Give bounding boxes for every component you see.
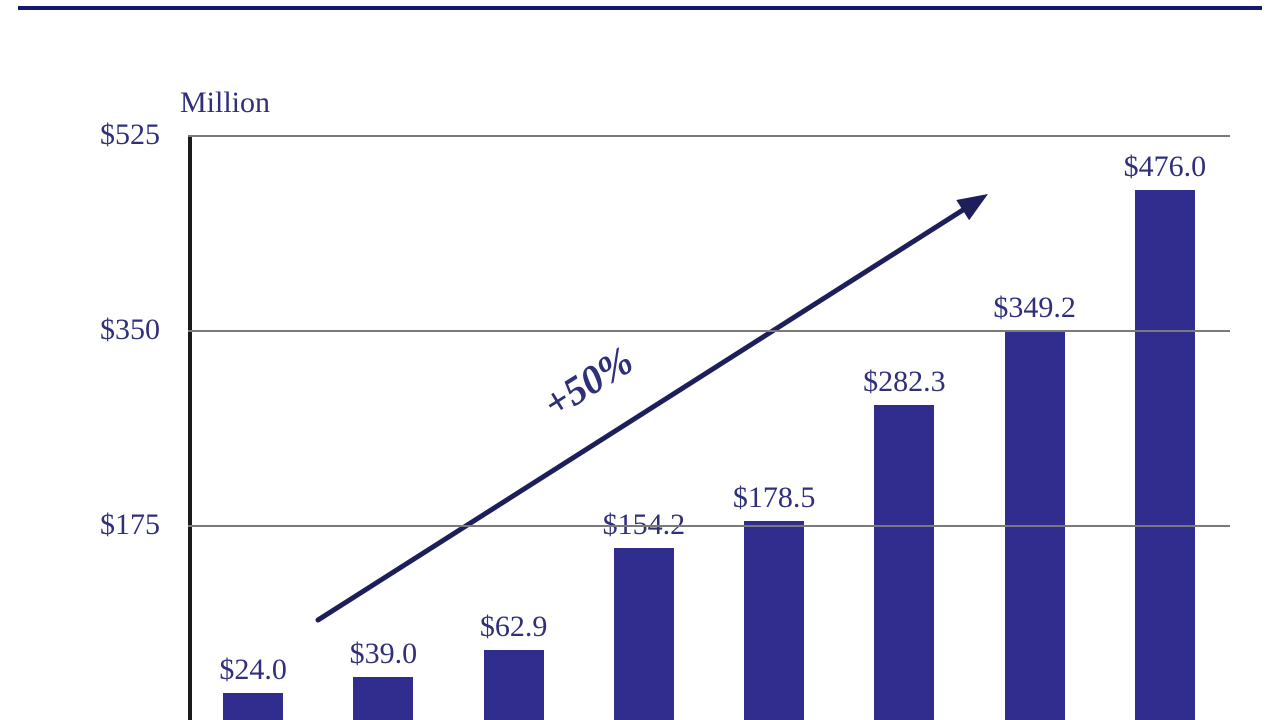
bar-value-label: $24.0: [219, 653, 287, 687]
bar-value-label: $39.0: [350, 637, 418, 671]
gridline: [188, 330, 1230, 332]
bar: [353, 677, 413, 720]
y-tick-label: $525: [100, 118, 160, 152]
top-rule: [18, 6, 1262, 10]
gridline: [188, 135, 1230, 137]
y-tick-label: $175: [100, 508, 160, 542]
bar: [484, 650, 544, 720]
y-tick-label: $350: [100, 313, 160, 347]
bar-value-label: $62.9: [480, 610, 548, 644]
gridline: [188, 525, 1230, 527]
bar-value-label: $282.3: [863, 365, 946, 399]
bar: [223, 693, 283, 720]
bar: [614, 548, 674, 720]
bar: [874, 405, 934, 720]
bar-value-label: $476.0: [1124, 150, 1207, 184]
y-axis-unit-label: Million: [180, 86, 270, 120]
bar-value-label: $349.2: [993, 291, 1076, 325]
growth-bar-chart: Million $24.0$39.0$62.9$154.2$178.5$282.…: [0, 0, 1280, 720]
bar-value-label: $178.5: [733, 481, 816, 515]
y-axis-line: [188, 135, 192, 720]
bar: [744, 521, 804, 720]
plot-area: $24.0$39.0$62.9$154.2$178.5$282.3$349.2$…: [188, 135, 1230, 720]
bar: [1135, 190, 1195, 720]
